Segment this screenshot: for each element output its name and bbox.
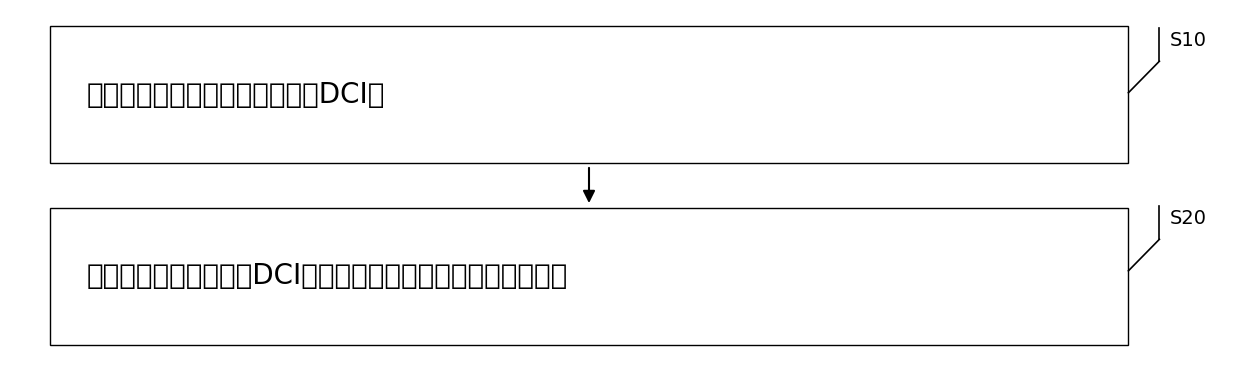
FancyBboxPatch shape <box>50 208 1128 345</box>
Text: 所述终端获得第一下行控制信息DCI；: 所述终端获得第一下行控制信息DCI； <box>87 81 386 109</box>
Text: S20: S20 <box>1169 209 1207 229</box>
Text: 所述终端基于所述第一DCI，确定是否继续检测下行控制信道。: 所述终端基于所述第一DCI，确定是否继续检测下行控制信道。 <box>87 262 568 290</box>
Text: S10: S10 <box>1169 31 1207 50</box>
FancyBboxPatch shape <box>50 26 1128 163</box>
